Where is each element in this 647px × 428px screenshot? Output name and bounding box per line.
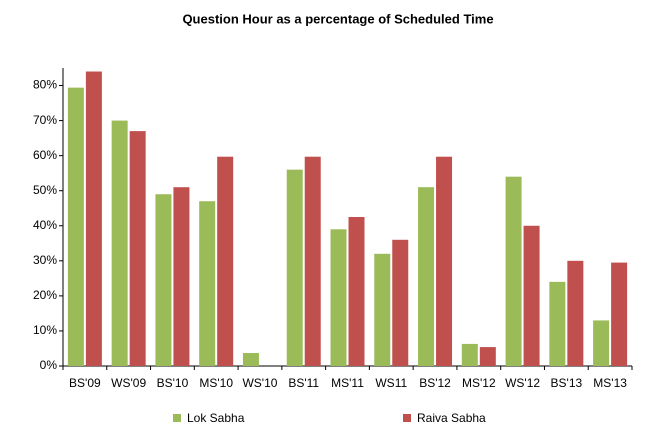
y-tick-label: 30%	[33, 253, 57, 267]
bar	[304, 156, 321, 366]
x-tick-label: BS'12	[419, 376, 451, 390]
x-tick-label: WS11	[375, 376, 407, 390]
bar	[199, 201, 216, 366]
bar	[129, 131, 146, 366]
bar	[85, 71, 102, 366]
x-tick-label: MS'12	[462, 376, 496, 390]
bar	[392, 239, 409, 366]
bar	[479, 347, 496, 366]
bar	[567, 260, 584, 366]
x-tick-label: BS'09	[69, 376, 101, 390]
legend-swatch	[403, 414, 411, 422]
chart-title: Question Hour as a percentage of Schedul…	[182, 11, 493, 26]
y-tick-label: 40%	[33, 218, 57, 232]
legend-swatch	[173, 414, 181, 422]
x-tick-label: BS'11	[288, 376, 319, 390]
bar	[593, 320, 610, 366]
bar	[330, 229, 347, 366]
x-tick-label: WS'12	[505, 376, 540, 390]
legend-label: Lok Sabha	[187, 411, 245, 425]
bar	[374, 253, 391, 366]
bar	[67, 87, 84, 367]
bar	[461, 343, 478, 366]
y-tick-label: 60%	[33, 148, 57, 162]
bar	[418, 187, 435, 366]
x-tick-label: BS'13	[551, 376, 583, 390]
y-tick-label: 70%	[33, 113, 57, 127]
legend-label: Raiva Sabha	[417, 411, 486, 425]
bar	[155, 194, 172, 366]
y-tick-label: 10%	[33, 323, 57, 337]
bar	[549, 281, 566, 366]
x-tick-label: BS'10	[157, 376, 189, 390]
y-tick-label: 80%	[33, 78, 57, 92]
y-tick-label: 20%	[33, 288, 57, 302]
bar	[217, 156, 234, 366]
bar	[242, 353, 259, 366]
bar	[523, 225, 540, 366]
bar	[348, 217, 365, 366]
y-tick-label: 0%	[40, 358, 58, 372]
x-tick-label: MS'11	[331, 376, 364, 390]
bar	[505, 176, 522, 366]
x-tick-label: WS'10	[242, 376, 277, 390]
bar	[173, 187, 190, 366]
y-tick-label: 50%	[33, 183, 57, 197]
bar	[436, 156, 453, 366]
x-tick-label: MS'13	[593, 376, 627, 390]
bar	[611, 262, 628, 366]
bar	[111, 120, 128, 367]
x-tick-label: WS'09	[111, 376, 146, 390]
bar	[286, 169, 303, 366]
x-tick-label: MS'10	[199, 376, 233, 390]
